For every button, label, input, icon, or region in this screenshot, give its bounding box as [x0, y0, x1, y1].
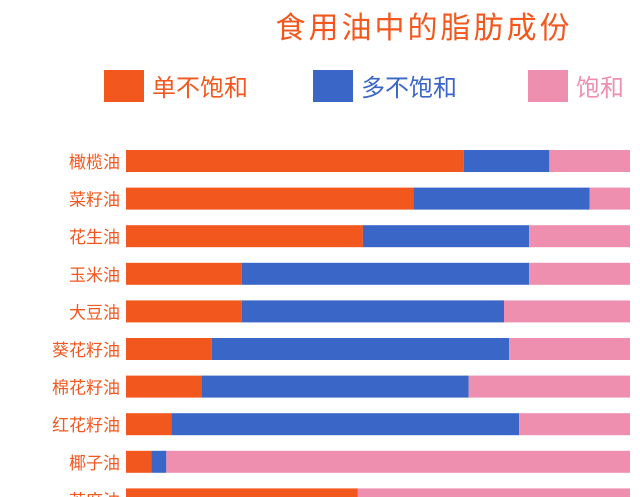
bar-segment [549, 150, 630, 172]
bar-segment [241, 262, 530, 285]
bar-segment [589, 187, 630, 210]
bar-segment [468, 375, 630, 398]
category-label: 葵花籽油 [52, 341, 120, 361]
bar-segment [509, 338, 630, 360]
bar-segment [126, 150, 464, 172]
bar-segment [519, 413, 630, 436]
bar-segment [126, 300, 242, 323]
category-label: 红花籽油 [52, 416, 120, 436]
bar-segment [126, 450, 152, 473]
bar-segment [126, 262, 242, 285]
bar-segment [126, 225, 363, 248]
category-label: 椰子油 [69, 454, 120, 474]
category-label: 大豆油 [69, 303, 120, 323]
category-label: 玉米油 [69, 266, 120, 286]
bar-segment [211, 338, 510, 360]
bar-segment [126, 338, 212, 360]
legend-label: 单不饱和 [152, 74, 248, 102]
bar-segment [529, 225, 630, 248]
bar-segment [413, 187, 590, 210]
bar-segment [126, 413, 172, 436]
bar-segment [171, 413, 520, 436]
bar-segment [463, 150, 550, 172]
bars [126, 150, 630, 497]
bar-segment [126, 488, 358, 497]
category-label: 橄榄油 [69, 153, 120, 173]
bar-segment [241, 300, 505, 323]
category-labels: 橄榄油菜籽油花生油玉米油大豆油葵花籽油棉花籽油红花籽油椰子油芝麻油 [52, 153, 120, 497]
legend-label: 多不饱和 [361, 74, 457, 102]
bar-segment [357, 488, 630, 497]
category-label: 芝麻油 [69, 491, 120, 497]
bar-segment [362, 225, 530, 248]
chart-title: 食用油中的脂肪成份 [276, 11, 573, 46]
legend-swatch [528, 70, 568, 102]
bar-segment [504, 300, 630, 323]
bar-segment [126, 187, 414, 210]
legend: 单不饱和 多不饱和 饱和 [104, 70, 624, 102]
category-label: 棉花籽油 [52, 379, 120, 399]
category-label: 花生油 [69, 228, 120, 248]
legend-swatch [104, 70, 144, 102]
bar-segment [151, 450, 167, 473]
bar-segment [126, 375, 202, 398]
category-label: 菜籽油 [69, 191, 120, 211]
bar-segment [201, 375, 469, 398]
legend-swatch [313, 70, 353, 102]
bar-segment [529, 262, 630, 285]
legend-label: 饱和 [576, 74, 624, 102]
bar-segment [166, 450, 630, 473]
